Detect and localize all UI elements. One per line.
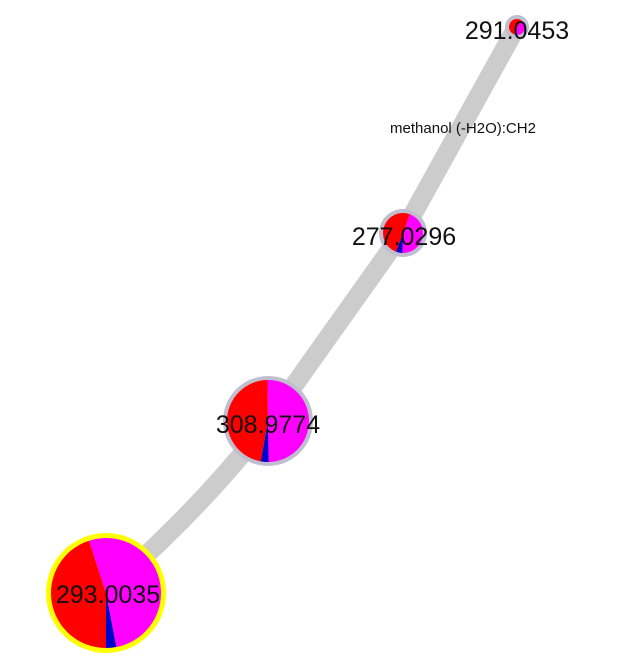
node-label-293: 293.0035: [56, 581, 160, 609]
pie-slice: [396, 233, 403, 253]
node-291[interactable]: [505, 15, 529, 39]
pie-slice: [402, 214, 423, 253]
pie-slice: [509, 18, 522, 35]
node-308[interactable]: [223, 376, 313, 466]
node-293[interactable]: [46, 533, 166, 653]
pie-slice: [267, 380, 309, 462]
pie-slice: [51, 540, 106, 648]
node-277[interactable]: [379, 209, 427, 257]
pie-slice: [260, 421, 269, 462]
edge-label: methanol (-H2O):CH2: [390, 120, 536, 137]
node-label-291: 291.0453: [465, 17, 569, 45]
pie-slice: [383, 213, 410, 252]
node-label-277: 277.0296: [352, 223, 456, 251]
pie-slice: [106, 593, 117, 648]
edges: [95, 20, 525, 602]
pie-slice: [89, 538, 161, 648]
node-label-308: 308.9774: [216, 411, 320, 439]
edge-291-277[interactable]: [393, 20, 525, 242]
pie-slice: [514, 20, 525, 35]
pie-slice: [227, 380, 268, 462]
